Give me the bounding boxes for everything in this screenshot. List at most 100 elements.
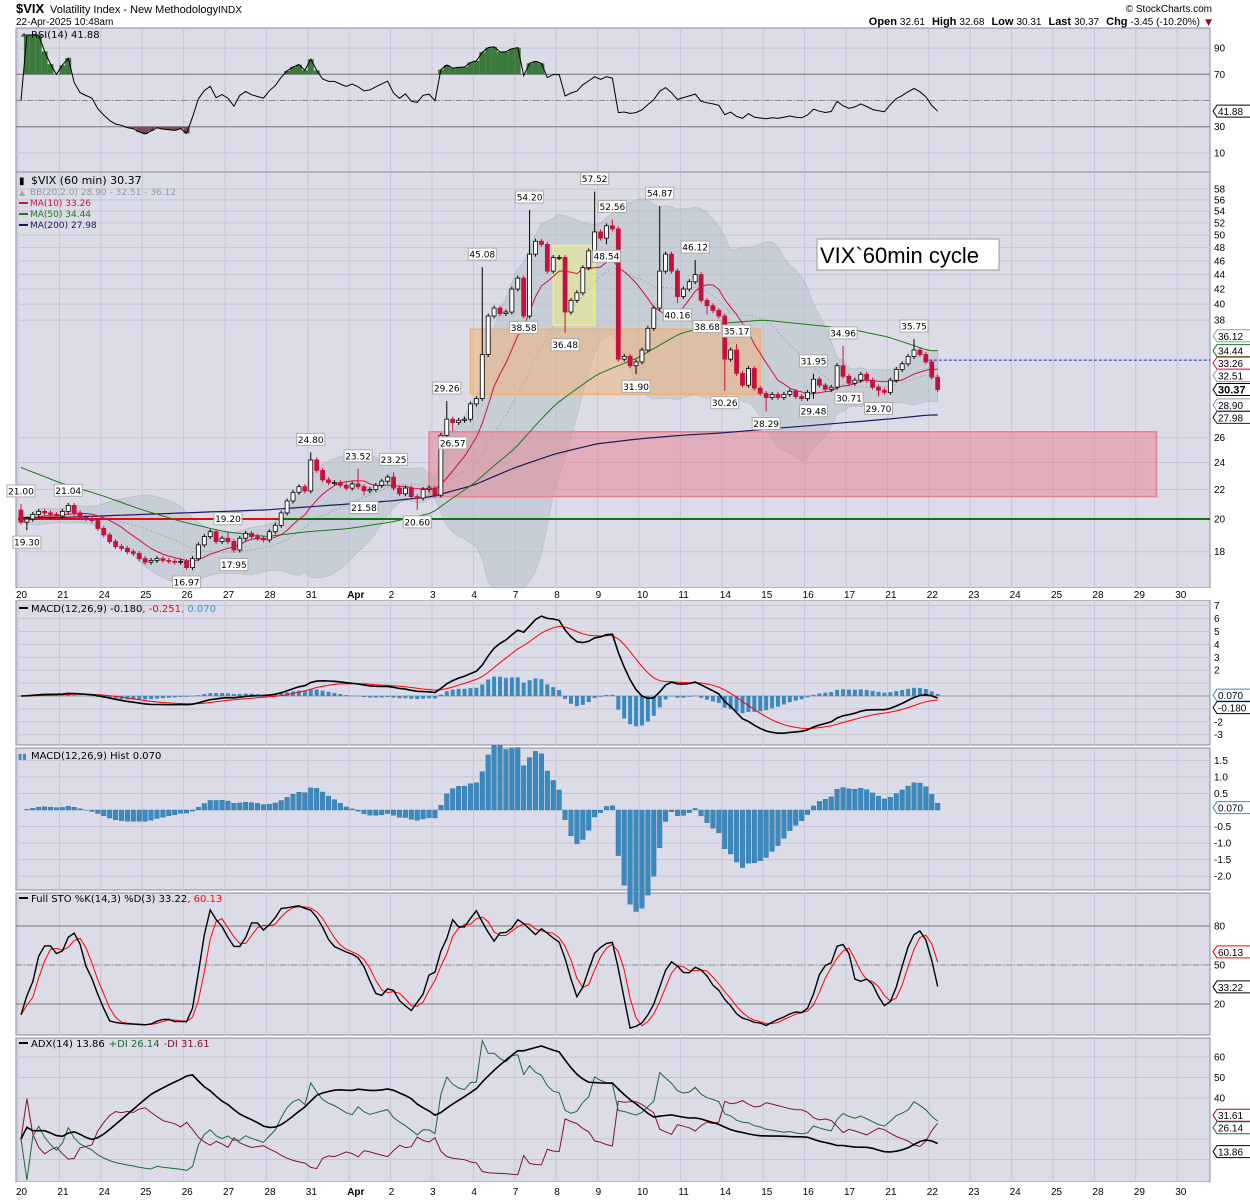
histogram-bar (42, 806, 48, 811)
candle-body (172, 560, 178, 563)
macd-histogram-bar (143, 696, 148, 700)
macd-histogram-bar (888, 692, 893, 696)
candle-body (414, 496, 420, 499)
macd-hist-text: , 0.070 (181, 604, 216, 615)
candle (550, 255, 556, 274)
rsi-overbought-fill (35, 35, 42, 75)
macd-legend: MACD(12,26,9) -0.180, -0.251, 0.070 (19, 604, 216, 615)
candle-body (18, 509, 24, 523)
histogram-bar (586, 809, 592, 831)
price-label: 23.52 (343, 449, 373, 463)
sto-d-line (20, 906, 939, 1027)
sto-value-tag: 33.22 (1212, 980, 1250, 994)
main-axis-tick: 50 (1214, 230, 1226, 241)
candle (473, 396, 479, 407)
macd-histogram-bar (557, 690, 562, 696)
candle-body (320, 469, 325, 481)
macd-histogram-bar (202, 694, 207, 696)
candle (858, 371, 864, 383)
macd-histogram-bar (634, 696, 639, 727)
candle (562, 255, 568, 333)
histogram-bar (509, 747, 515, 811)
macd-axis-tick: 6 (1214, 614, 1220, 625)
price-label-text: 35.17 (724, 328, 750, 338)
macd-histogram-bar (521, 682, 526, 696)
date-tick-label: 20 (16, 1187, 28, 1198)
candle (213, 529, 219, 545)
macd-histogram-bar (338, 694, 343, 696)
macd-histogram-bar (728, 696, 733, 710)
candle (125, 545, 130, 555)
rsi-overbought-fill (508, 48, 515, 75)
candle (479, 267, 485, 402)
price-label-text: 31.90 (623, 383, 649, 393)
candle-body (54, 514, 59, 517)
candle-body (533, 240, 538, 255)
date-tick-label: 7 (513, 1187, 519, 1198)
price-label-box (432, 381, 462, 395)
date-tick-label: 2 (389, 590, 395, 601)
date-tick-label: 26 (182, 590, 194, 601)
candle-body (929, 361, 935, 378)
macd-histogram-bar (882, 692, 887, 696)
candle (609, 219, 615, 232)
macd-histogram-bar (237, 693, 242, 696)
histogram-bar (562, 809, 568, 820)
bb-icon: ▲ (19, 188, 26, 197)
rsi-overbought-fill (65, 58, 72, 75)
candle-body (278, 512, 284, 526)
date-tick-label: 4 (471, 590, 477, 601)
histogram-bar (118, 809, 124, 821)
histogram-bar (793, 809, 799, 826)
candle (911, 338, 917, 359)
adx-value-tag-box (1212, 1121, 1250, 1135)
date-tick-label: 29 (1134, 1187, 1146, 1198)
price-label-text: 30.26 (712, 399, 738, 409)
candle (893, 367, 899, 383)
candle-body (302, 486, 308, 492)
histogram-bar (858, 787, 864, 811)
hist-axis-tick: 1.5 (1214, 756, 1228, 767)
candle-body (48, 512, 53, 515)
sto-k-line (20, 905, 939, 1029)
macd-histogram-bar (835, 689, 840, 696)
macd-histogram-bar (716, 696, 721, 703)
candle (89, 516, 95, 524)
price-label: 30.26 (710, 396, 740, 410)
histogram-bar (71, 807, 77, 811)
quote-value: 32.68 (959, 17, 984, 28)
hist-axis-tick: -2.0 (1214, 872, 1232, 883)
price-label: 38.58 (509, 320, 539, 334)
candle (391, 472, 396, 491)
macd-axis-tick: 3 (1214, 653, 1220, 664)
candle (882, 387, 887, 395)
price-label-text: 19.30 (14, 539, 40, 549)
rsi-overbought-fill (23, 35, 30, 75)
macd-histogram-bar (740, 696, 745, 714)
price-value-tag: 32.51 (1212, 369, 1250, 383)
candle (645, 325, 651, 353)
candle-body (609, 225, 615, 230)
macd-histogram-bar (681, 696, 686, 698)
macd-histogram-bar (710, 696, 715, 702)
date-tick-label: 25 (140, 590, 152, 601)
date-tick-label: 22 (927, 1187, 939, 1198)
candle-body (746, 368, 751, 386)
candle (432, 485, 438, 498)
candle (397, 485, 402, 497)
candle-body (604, 225, 609, 239)
candle (734, 344, 739, 376)
candle-body (190, 558, 195, 569)
histogram-bar (503, 749, 509, 811)
candle (184, 558, 189, 571)
quote-value: 32.61 (900, 17, 925, 28)
candle (113, 539, 118, 550)
price-label: 52.56 (597, 200, 627, 214)
macd-histogram-bar (172, 696, 177, 698)
candle (450, 416, 456, 431)
rsi-overbought-fill (479, 52, 486, 75)
histogram-bar (326, 795, 332, 811)
rsi-overbought-fill (290, 66, 296, 75)
histogram-bar (828, 796, 834, 811)
